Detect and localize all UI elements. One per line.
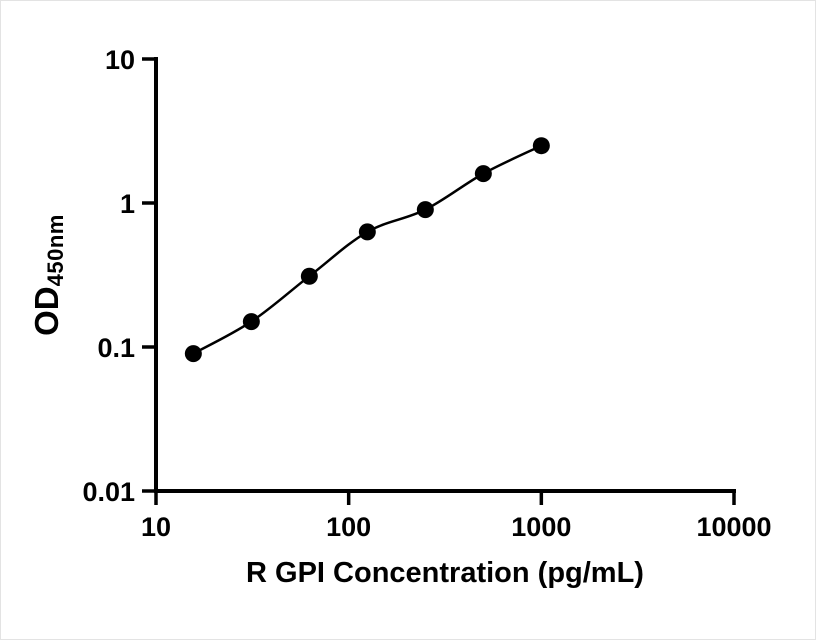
y-axis-title-subscript: 450nm: [43, 214, 68, 287]
data-point: [532, 137, 550, 155]
data-point: [184, 345, 202, 363]
y-axis-title-main: OD: [28, 286, 65, 336]
y-tick-label: 0.01: [82, 477, 135, 507]
x-tick-label: 10000: [696, 512, 771, 542]
y-tick-label: 0.1: [97, 333, 135, 363]
data-point: [474, 165, 492, 183]
y-axis-title: OD450nm: [28, 214, 68, 336]
y-tick-label: 10: [105, 45, 135, 75]
x-tick-label: 1000: [511, 512, 571, 542]
data-point: [358, 223, 376, 241]
x-tick-label: 10: [141, 512, 171, 542]
x-axis-title: R GPI Concentration (pg/mL): [246, 557, 644, 589]
y-tick-label: 1: [120, 189, 135, 219]
data-point: [300, 267, 318, 285]
x-tick-label: 100: [326, 512, 371, 542]
data-point: [242, 313, 260, 331]
data-point: [416, 201, 434, 219]
